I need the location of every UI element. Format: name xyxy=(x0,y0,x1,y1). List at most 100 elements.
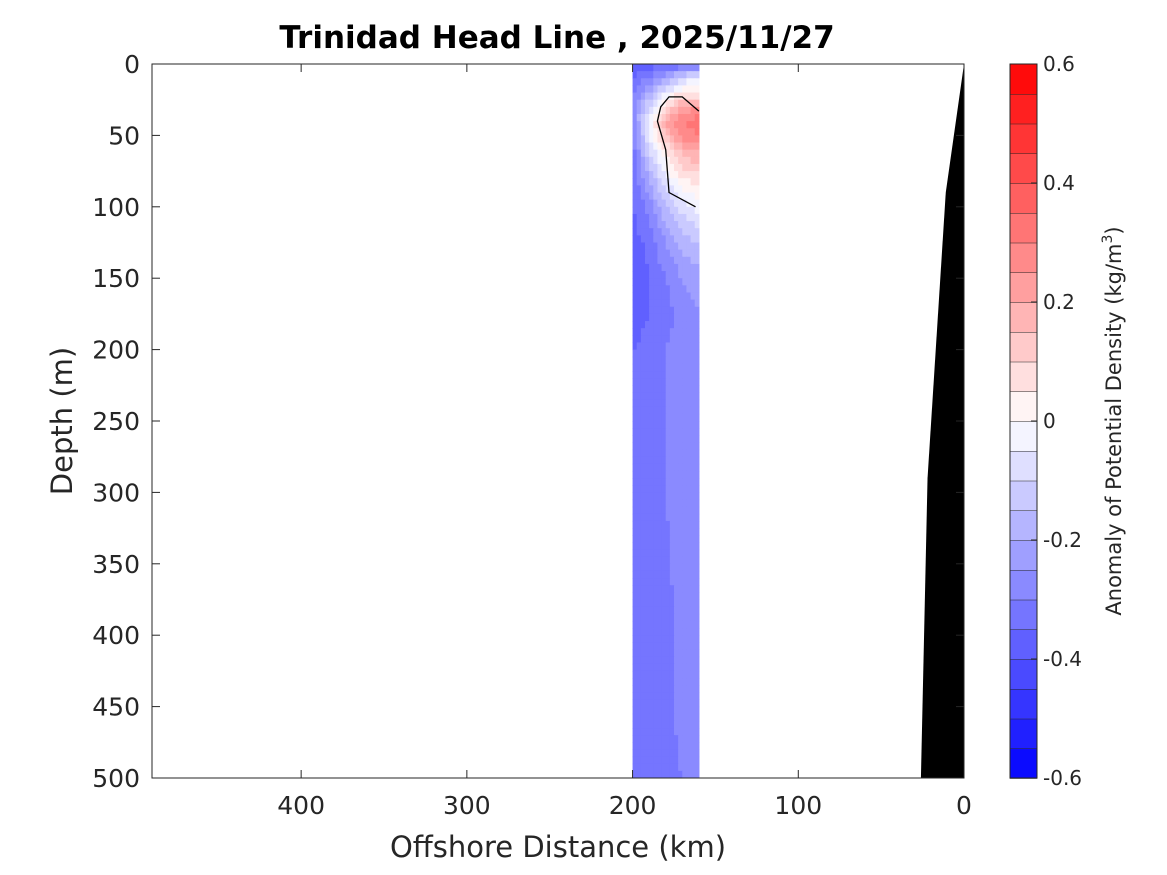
heat-cell xyxy=(678,628,683,636)
heat-cell xyxy=(636,271,642,279)
heat-cell xyxy=(665,256,671,265)
heat-cell xyxy=(690,349,696,358)
heat-cell xyxy=(665,756,671,765)
heat-cell xyxy=(649,728,654,736)
heat-cell xyxy=(653,463,659,472)
colorbar-band xyxy=(1009,212,1038,244)
heat-cell xyxy=(649,142,654,151)
heat-cell xyxy=(645,163,650,172)
heat-cell xyxy=(649,385,654,394)
heat-cell xyxy=(632,228,638,236)
heat-cell xyxy=(632,663,638,672)
heat-cell xyxy=(640,620,646,629)
heat-cell xyxy=(653,692,659,701)
heat-cell xyxy=(678,235,683,244)
heat-cell xyxy=(636,242,642,251)
heat-cell xyxy=(653,528,659,536)
heat-cell xyxy=(645,678,650,686)
heat-cell xyxy=(686,706,692,715)
heat-cell xyxy=(653,663,659,672)
heat-cell xyxy=(640,535,646,543)
heat-cell xyxy=(649,163,654,172)
heat-cell xyxy=(653,213,659,222)
heat-cell xyxy=(645,256,650,265)
heat-cell xyxy=(657,413,663,422)
heat-cell xyxy=(661,321,667,329)
heat-cell xyxy=(632,192,638,201)
colorbar-band xyxy=(1009,450,1038,482)
heat-cell xyxy=(674,628,679,636)
heat-cell xyxy=(669,263,675,272)
heat-cell xyxy=(657,570,663,579)
heat-cell xyxy=(632,278,638,286)
heat-cell xyxy=(690,635,696,643)
heat-cell xyxy=(657,71,663,79)
heat-cell xyxy=(669,85,675,94)
heat-cell xyxy=(678,378,683,386)
heat-cell xyxy=(686,485,692,493)
heat-cell xyxy=(674,163,679,172)
heat-cell xyxy=(682,663,688,672)
heat-cell xyxy=(669,520,675,529)
heat-cell xyxy=(674,749,679,758)
heat-cell xyxy=(694,642,700,651)
heat-cell xyxy=(636,92,642,101)
heat-cell xyxy=(640,228,646,236)
heat-cell xyxy=(669,728,675,736)
heat-cell xyxy=(665,335,671,344)
heat-cell xyxy=(678,185,683,194)
heat-cell xyxy=(653,499,659,508)
heat-cell xyxy=(665,99,671,108)
heat-cell xyxy=(665,535,671,543)
heat-cell xyxy=(669,478,675,486)
heat-cell xyxy=(640,285,646,294)
heat-cell xyxy=(632,249,638,258)
heat-cell xyxy=(669,556,675,565)
heat-cell xyxy=(674,421,679,429)
heat-cell xyxy=(686,413,692,422)
heat-cell xyxy=(678,192,683,201)
heat-cell xyxy=(649,578,654,586)
heat-cell xyxy=(694,278,700,286)
heat-cell xyxy=(636,185,642,194)
heat-cell xyxy=(632,285,638,294)
heat-cell xyxy=(669,442,675,451)
heat-cell xyxy=(657,513,663,522)
heat-cell xyxy=(682,699,688,708)
heat-cell xyxy=(674,478,679,486)
heat-cell xyxy=(632,520,638,529)
heat-cell xyxy=(678,221,683,229)
heat-cell xyxy=(669,221,675,229)
heat-cell xyxy=(653,206,659,215)
heat-cell xyxy=(686,92,692,101)
heat-cell xyxy=(653,670,659,679)
heat-cell xyxy=(657,199,663,208)
heat-cell xyxy=(645,235,650,244)
heat-cell xyxy=(636,335,642,344)
heat-cell xyxy=(669,542,675,551)
heat-cell xyxy=(632,735,638,743)
heat-cell xyxy=(690,670,696,679)
heat-cell xyxy=(682,549,688,558)
heat-cell xyxy=(665,64,671,72)
colorbar-band xyxy=(1009,361,1038,392)
heat-cell xyxy=(645,78,650,87)
heat-cell xyxy=(661,749,667,758)
heat-cell xyxy=(653,349,659,358)
heat-cell xyxy=(640,492,646,501)
heat-cell xyxy=(678,556,683,565)
heat-cell xyxy=(649,199,654,208)
heat-cell xyxy=(678,635,683,643)
heat-cell xyxy=(690,663,696,672)
heat-cell xyxy=(665,192,671,201)
heat-cell xyxy=(682,306,688,315)
heat-cell xyxy=(669,163,675,172)
heat-cell xyxy=(640,763,646,772)
colorbar-band xyxy=(1009,391,1038,422)
heat-cell xyxy=(661,649,667,658)
heat-cell xyxy=(674,542,679,551)
heat-cell xyxy=(686,570,692,579)
heat-cell xyxy=(661,456,667,465)
heat-cell xyxy=(636,720,642,729)
heat-cell xyxy=(636,570,642,579)
